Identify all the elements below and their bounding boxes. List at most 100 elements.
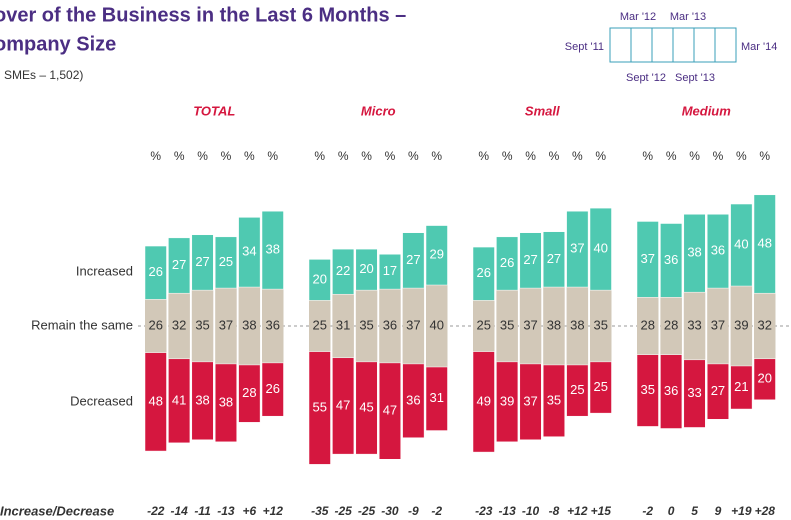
bar-increased [168,237,191,294]
value-label: 22 [336,263,350,278]
bar-increased [378,254,401,290]
unit-label: % [759,149,770,163]
value-label: 35 [500,317,514,332]
value-label: 21 [734,379,748,394]
bar-same [145,299,167,353]
value-label: 27 [523,252,537,267]
chart-title: over of the Business in the Last 6 Month… [0,4,406,26]
bar-same [215,288,237,364]
bar-same [262,289,284,363]
bar-increased [566,210,589,288]
unit-label: % [174,149,185,163]
value-label: 36 [664,383,678,398]
value-label: 38 [219,394,233,409]
bar-increased [589,207,612,291]
net-label: -23 [475,504,493,518]
timeline: Mar '12 Mar '13 Sept '11 Mar '14 Sept '1… [565,11,778,84]
bar-same [168,293,190,359]
bar-decreased [566,364,589,417]
value-label: 38 [266,242,280,257]
value-label: 26 [149,264,163,279]
bar-same [379,289,401,363]
bar-same [496,290,518,362]
unit-label: % [385,149,396,163]
value-label: 36 [664,252,678,267]
subtitle: l SMEs – 1,502) [0,68,83,82]
bar-increased [472,246,495,301]
value-label: 38 [687,245,701,260]
bar-decreased [542,364,565,437]
value-label: 35 [641,382,655,397]
value-label: 38 [195,392,209,407]
value-label: 28 [242,385,256,400]
value-label: 49 [477,393,491,408]
unit-label: % [221,149,232,163]
unit-label: % [549,149,560,163]
bar-same [660,297,682,355]
bar-increased [706,214,729,289]
value-label: 25 [477,317,491,332]
value-label: 26 [477,265,491,280]
net-label: -30 [381,504,399,518]
bar-same [309,300,331,352]
net-label: -2 [642,504,653,518]
unit-label: % [736,149,747,163]
value-label: 38 [570,317,584,332]
value-label: 34 [242,244,256,259]
value-label: 28 [641,317,655,332]
bar-increased [308,259,331,301]
bar-increased [660,223,683,298]
bar-increased [191,234,214,291]
bar-same [566,287,589,365]
value-label: 37 [711,317,725,332]
unit-label: % [478,149,489,163]
value-label: 17 [383,263,397,278]
bar-increased [332,248,355,295]
timeline-label: Mar '14 [741,41,777,53]
net-label: +28 [755,504,776,518]
value-label: 25 [219,254,233,269]
group-title: TOTAL [193,103,235,118]
value-label: 20 [758,371,772,386]
timeline-label: Mar '12 [620,11,656,23]
bar-decreased [214,363,237,443]
value-label: 48 [758,235,772,250]
timeline-label: Mar '13 [670,11,706,23]
bar-increased [425,225,448,286]
row-label: Increased [76,263,133,278]
value-label: 39 [500,393,514,408]
net-label: -25 [334,504,352,518]
value-label: 31 [336,317,350,332]
timeline-label: Sept '13 [675,72,715,84]
unit-label: % [713,149,724,163]
bar-same [707,288,729,364]
chart-title: ompany Size [0,33,116,55]
bar-increased [144,245,167,300]
bar-decreased [472,351,495,453]
bar-decreased [683,359,706,428]
unit-label: % [150,149,161,163]
unit-label: % [525,149,536,163]
unit-label: % [338,149,349,163]
value-label: 20 [359,261,373,276]
bar-decreased [706,363,729,420]
bar-increased [753,194,776,294]
bar-decreased [355,361,378,455]
value-label: 31 [430,390,444,405]
bar-decreased [308,351,331,465]
value-label: 37 [641,251,655,266]
bar-increased [402,232,425,289]
value-label: 27 [547,251,561,266]
value-label: 35 [195,317,209,332]
value-label: 26 [266,381,280,396]
value-label: 37 [523,317,537,332]
group-title: Small [525,103,560,118]
bar-same [191,290,214,362]
bar-same [637,297,659,355]
bar-increased [636,221,659,298]
net-label: +15 [591,504,612,518]
bar-same [355,290,378,362]
value-label: 41 [172,392,186,407]
value-label: 36 [406,392,420,407]
